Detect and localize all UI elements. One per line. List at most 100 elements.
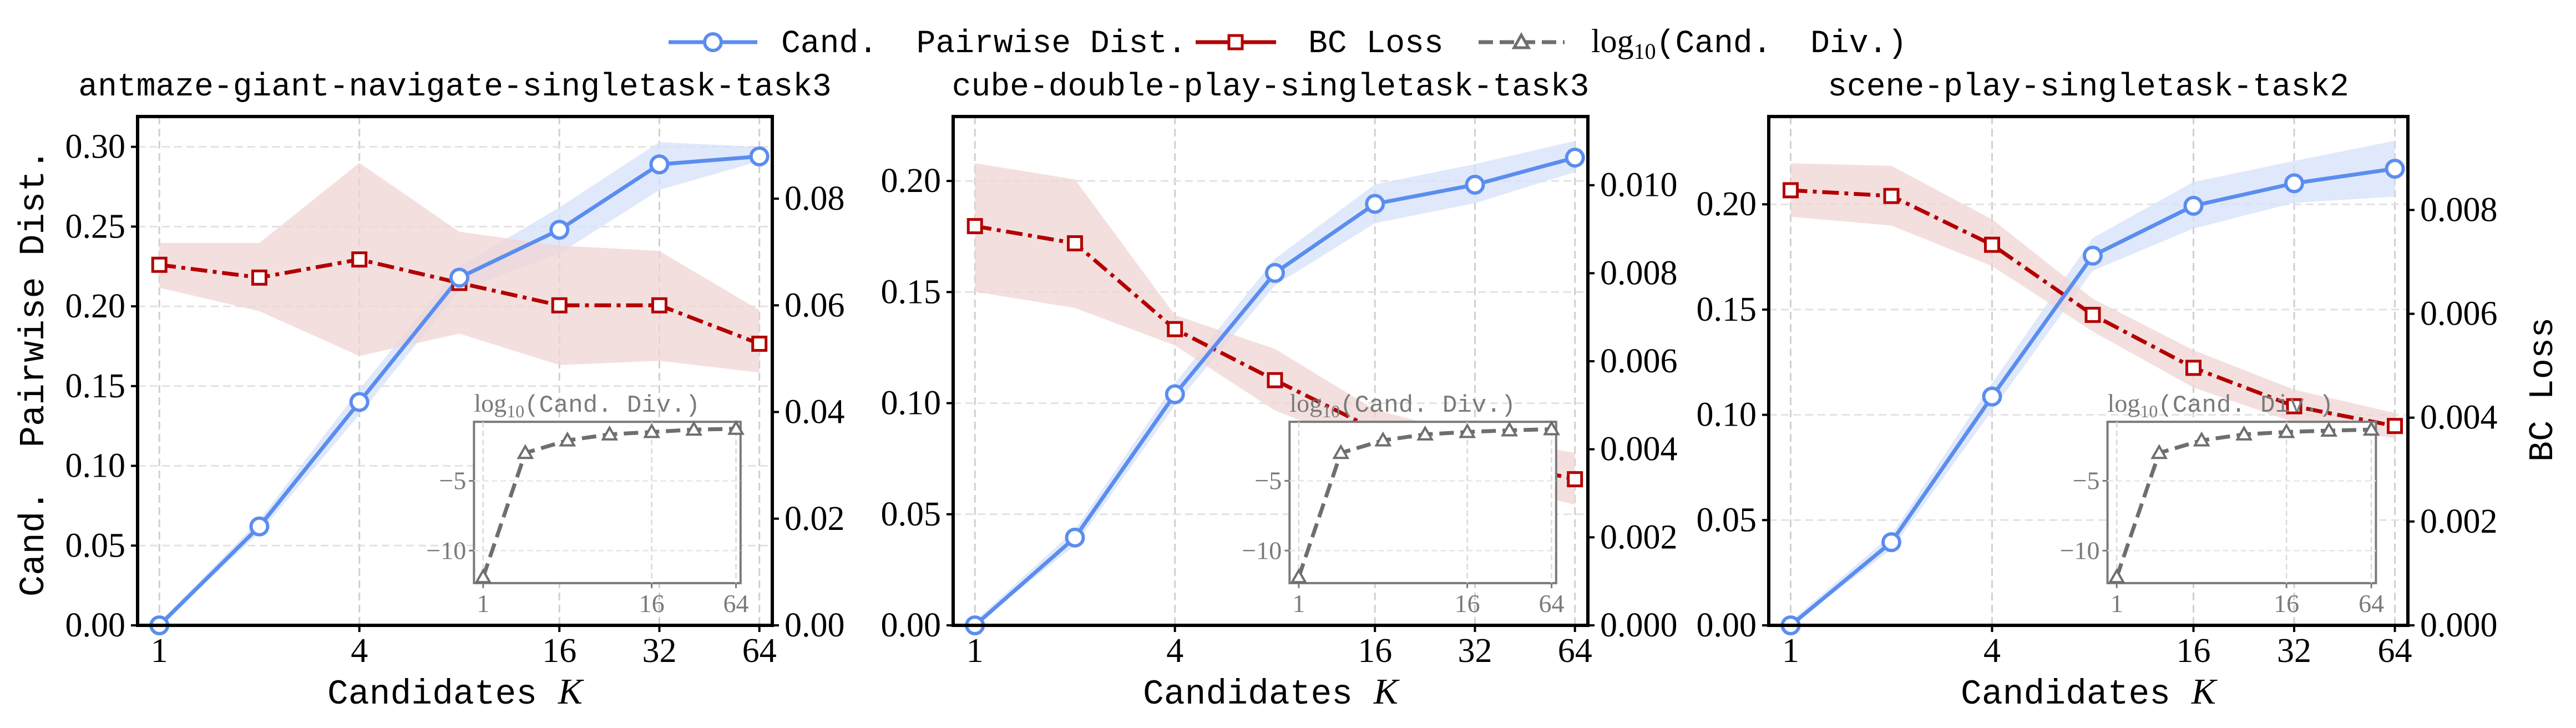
diversity-point [1501, 421, 1519, 437]
inset-diversity: 1 16 64 −5 −10 log10(Cand. Div.) [2060, 389, 2384, 618]
pairwise-dist-point [1065, 527, 1085, 548]
y-tick-label-right: 0.000 [2420, 606, 2498, 644]
x-tick-label: 16 [1358, 632, 1392, 670]
inset-title-prefix: log [2108, 389, 2140, 417]
y-tick-label-right: 0.008 [1600, 254, 1678, 292]
diversity-point [559, 431, 576, 447]
bc-loss-point [1782, 182, 1799, 199]
y-tick-label-right: 0.006 [2420, 295, 2498, 333]
x-axis-label: Candidates K [1143, 671, 1400, 714]
y-tick-label-left: 0.05 [1697, 501, 1757, 539]
diversity-point [1290, 568, 1308, 584]
diversity-point [1543, 420, 1561, 436]
inset-x-tick-label: 64 [723, 589, 749, 618]
bc-loss-point [751, 335, 768, 352]
inset-x-tick-label: 1 [1292, 589, 1305, 618]
diversity-point [2108, 568, 2125, 584]
y-tick-label-right: 0.04 [785, 393, 845, 431]
legend-label-diversity: log10(Cand. Div.) [1591, 23, 1907, 64]
bc-loss-point [2286, 398, 2302, 414]
bc-loss-point [1567, 471, 1583, 488]
y-tick-label-left: 0.05 [881, 496, 942, 533]
y-tick-label-right: 0.02 [785, 500, 845, 538]
inset-y-tick-label: −10 [2060, 536, 2100, 564]
pairwise-dist-point [1465, 174, 1485, 195]
inset-frame [1288, 421, 1557, 584]
y-tick-label-left: 0.00 [1697, 606, 1757, 644]
x-tick-label: 32 [2277, 632, 2311, 670]
y-axis-label-left: Cand. Pairwise Dist. [14, 149, 54, 597]
diversity-point [1416, 425, 1434, 441]
diversity-point [2235, 425, 2253, 441]
x-tick-label: 1 [151, 632, 168, 670]
legend: Cand. Pairwise Dist. BC Loss log10(Cand.… [669, 23, 1907, 64]
inset-diversity: 1 16 64 −5 −10 log10(Cand. Div.) [1242, 389, 1564, 618]
pairwise-dist-point [549, 220, 570, 240]
pairwise-dist-point [1165, 384, 1185, 405]
diversity-point [727, 419, 745, 435]
y-tick-label-right: 0.010 [1600, 166, 1678, 204]
y-tick-label-right: 0.004 [2420, 399, 2498, 437]
bc-loss-point [351, 251, 368, 268]
y-tick-label-left: 0.20 [881, 162, 942, 200]
y-tick-label-left: 0.15 [1697, 291, 1757, 328]
inset-x-tick-label: 16 [2274, 589, 2299, 618]
inset-title-prefix: log [1289, 389, 1322, 417]
panel-title: antmaze-giant-navigate-singletask-task3 [78, 69, 831, 105]
x-tick-label: 64 [1558, 632, 1592, 670]
bc-loss-point [2084, 306, 2101, 323]
legend-item-bc-loss: BC Loss [1196, 26, 1444, 62]
y-tick-label-right: 0.000 [1600, 606, 1678, 644]
x-axis-label-math: K [558, 671, 584, 712]
pairwise-dist-band [975, 141, 1575, 625]
diversity-point [2278, 423, 2295, 438]
y-tick-label-left: 0.00 [881, 606, 942, 644]
y-tick-label-left: 0.15 [881, 273, 942, 311]
pairwise-dist-point [1881, 532, 1902, 553]
inset-title: log10(Cand. Div.) [474, 389, 700, 421]
diversity-point [2193, 431, 2210, 447]
diversity-point [685, 421, 703, 436]
diversity-point [1459, 423, 1476, 438]
x-tick-label: 4 [351, 632, 368, 670]
bc-loss-point [1984, 236, 2001, 253]
diversity-point [1374, 431, 1392, 447]
x-tick-label: 16 [542, 632, 576, 670]
diversity-point [2150, 444, 2168, 459]
panel-1: antmaze-giant-navigate-singletask-task3 1… [65, 69, 845, 714]
bc-loss-band [975, 163, 1575, 505]
x-tick-label: 64 [2378, 632, 2412, 670]
legend-label-bc-loss: BC Loss [1308, 26, 1444, 62]
panel-title: cube-double-play-singletask-task3 [952, 69, 1590, 105]
y-tick-label-right: 0.00 [785, 606, 845, 644]
x-tick-label: 1 [966, 632, 984, 670]
y-tick-label-left: 0.10 [1697, 396, 1757, 434]
x-axis-label: Candidates K [1961, 671, 2218, 714]
y-axis-label-right: BC Loss [2523, 317, 2563, 462]
y-tick-label-right: 0.002 [2420, 503, 2498, 540]
y-tick-label-left: 0.25 [65, 208, 126, 245]
bc-loss-point [251, 269, 267, 286]
bc-loss-point [1167, 321, 1183, 337]
diversity-point [517, 444, 534, 459]
x-tick-label: 64 [742, 632, 777, 670]
x-tick-label: 4 [1166, 632, 1183, 670]
pairwise-dist-point [449, 267, 469, 288]
x-tick-label: 1 [1782, 632, 1799, 670]
legend-label-pairwise: Cand. Pairwise Dist. [781, 26, 1187, 62]
x-tick-label: 32 [642, 632, 676, 670]
x-axis-label-math: K [1373, 671, 1400, 712]
pairwise-dist-point [349, 392, 370, 412]
pairwise-dist-point [749, 146, 770, 166]
legend-item-pairwise: Cand. Pairwise Dist. [669, 26, 1187, 62]
pairwise-dist-point [1365, 194, 1385, 214]
inset-x-tick-label: 16 [639, 589, 665, 618]
x-axis-label-text: Candidates [1143, 675, 1374, 714]
panel-title: scene-play-singletask-task2 [1828, 69, 2349, 105]
bc-loss-point [2185, 360, 2202, 376]
pairwise-dist-point [1565, 148, 1585, 168]
y-tick-label-left: 0.10 [881, 385, 942, 422]
bc-loss-point [651, 297, 667, 314]
